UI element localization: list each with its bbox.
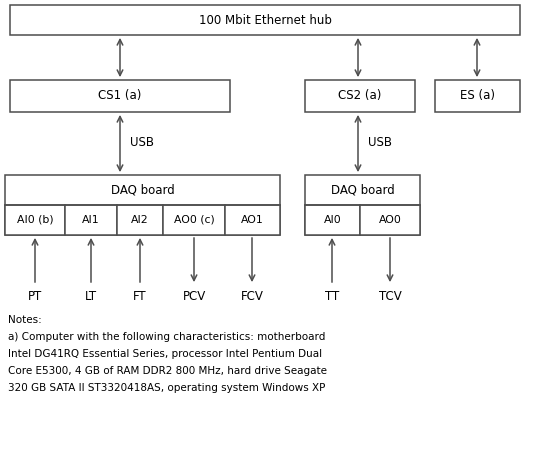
Text: FT: FT [133,290,147,303]
Bar [5,175,280,235]
Bar [10,5,520,35]
Text: 100 Mbit Ethernet hub: 100 Mbit Ethernet hub [198,14,331,26]
Text: FCV: FCV [241,290,263,303]
Bar [10,80,230,112]
Text: LT: LT [85,290,97,303]
Bar [305,175,420,235]
Text: USB: USB [368,137,392,149]
Text: CS1 (a): CS1 (a) [98,89,142,103]
Text: USB: USB [130,137,154,149]
Bar [305,205,360,235]
Bar [305,80,415,112]
Text: AI2: AI2 [131,215,149,225]
Bar [225,205,280,235]
Text: Intel DG41RQ Essential Series, processor Intel Pentium Dual: Intel DG41RQ Essential Series, processor… [8,349,322,359]
Text: PCV: PCV [182,290,206,303]
Text: AO0 (c): AO0 (c) [174,215,214,225]
Bar [117,205,163,235]
Text: AO0: AO0 [378,215,401,225]
Text: DAQ board: DAQ board [331,183,394,197]
Text: Notes:: Notes: [8,315,42,325]
Bar [435,80,520,112]
Text: AI0 (b): AI0 (b) [17,215,53,225]
Text: a) Computer with the following characteristics: motherboard: a) Computer with the following character… [8,332,325,342]
Text: AI1: AI1 [82,215,100,225]
Text: AO1: AO1 [241,215,264,225]
Text: 320 GB SATA II ST3320418AS, operating system Windows XP: 320 GB SATA II ST3320418AS, operating sy… [8,383,325,393]
Bar [163,205,225,235]
Text: DAQ board: DAQ board [110,183,174,197]
Text: AI0: AI0 [324,215,341,225]
Text: CS2 (a): CS2 (a) [338,89,382,103]
Text: PT: PT [28,290,42,303]
Text: Core E5300, 4 GB of RAM DDR2 800 MHz, hard drive Seagate: Core E5300, 4 GB of RAM DDR2 800 MHz, ha… [8,366,327,376]
Bar [65,205,117,235]
Text: ES (a): ES (a) [460,89,495,103]
Text: TCV: TCV [378,290,401,303]
Text: TT: TT [325,290,339,303]
Bar [5,205,65,235]
Bar [360,205,420,235]
